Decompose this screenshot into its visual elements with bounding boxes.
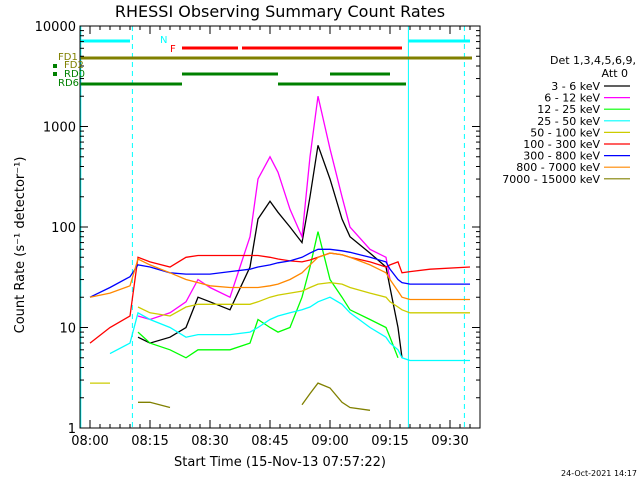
- flag-dot-rd0: [53, 72, 57, 76]
- y-tick-label: 10: [59, 322, 76, 337]
- x-tick-label: 09:15: [371, 434, 408, 449]
- x-tick-label: 08:15: [131, 434, 168, 449]
- y-tick-label: 1: [68, 422, 76, 437]
- flag-label-fd2: FD2: [64, 60, 84, 71]
- x-tick-label: 09:00: [311, 434, 348, 449]
- series-line-5: [137, 281, 470, 317]
- x-tick-label: 08:00: [71, 434, 108, 449]
- x-tick-label: 08:30: [191, 434, 228, 449]
- legend-label: 12 - 25 keV: [537, 103, 600, 116]
- legend-label: 3 - 6 keV: [551, 80, 600, 93]
- flag-label-rd0: RD0: [64, 69, 85, 80]
- legend-label: 25 - 50 keV: [537, 115, 600, 128]
- flag-label-n: N: [160, 35, 167, 46]
- flag-label-f: F: [170, 44, 176, 55]
- legend-label: 800 - 7000 keV: [516, 161, 600, 174]
- series-line-3: [137, 231, 399, 359]
- series-line-7: [89, 248, 470, 298]
- flag-dot-fd2: [53, 64, 57, 68]
- y-axis-label: Count Rate (s⁻¹ detector⁻¹): [13, 157, 28, 334]
- timestamp: 24-Oct-2021 14:17: [561, 469, 637, 478]
- series-line-4: [109, 296, 470, 362]
- series-line-1: [137, 145, 403, 358]
- plot-frame: [79, 25, 481, 429]
- y-tick-label: 100: [51, 221, 76, 236]
- series-line-2: [137, 96, 391, 321]
- x-tick-label: 09:30: [431, 434, 468, 449]
- x-tick-label: 08:45: [251, 434, 288, 449]
- x-axis-label: Start Time (15-Nov-13 07:57:22): [174, 455, 386, 470]
- legend-label: 50 - 100 keV: [530, 126, 600, 139]
- legend-header-line-1: Det 1,3,4,5,6,9,: [550, 54, 636, 67]
- flag-label-fd1: FD1: [58, 52, 78, 63]
- series-line-9: [301, 382, 371, 411]
- series-line-8: [89, 252, 470, 301]
- y-tick-label: 1000: [43, 121, 76, 136]
- series-line-9: [138, 401, 171, 409]
- y-tick-label: 10000: [35, 20, 76, 35]
- chart-title: RHESSI Observing Summary Count Rates: [115, 2, 445, 21]
- flag-label-rd6: RD6: [58, 78, 79, 89]
- legend-label: 300 - 800 keV: [523, 150, 600, 163]
- legend-header-line-2: Att 0: [602, 67, 628, 80]
- plot-area: 08:00 08:15 08:30 08:45 09:00 09:15 09:30 1 10 10…: [35, 20, 481, 449]
- legend-label: 100 - 300 keV: [523, 138, 600, 151]
- legend-label: 7000 - 15000 keV: [502, 173, 600, 186]
- legend-label: 6 - 12 keV: [544, 92, 600, 105]
